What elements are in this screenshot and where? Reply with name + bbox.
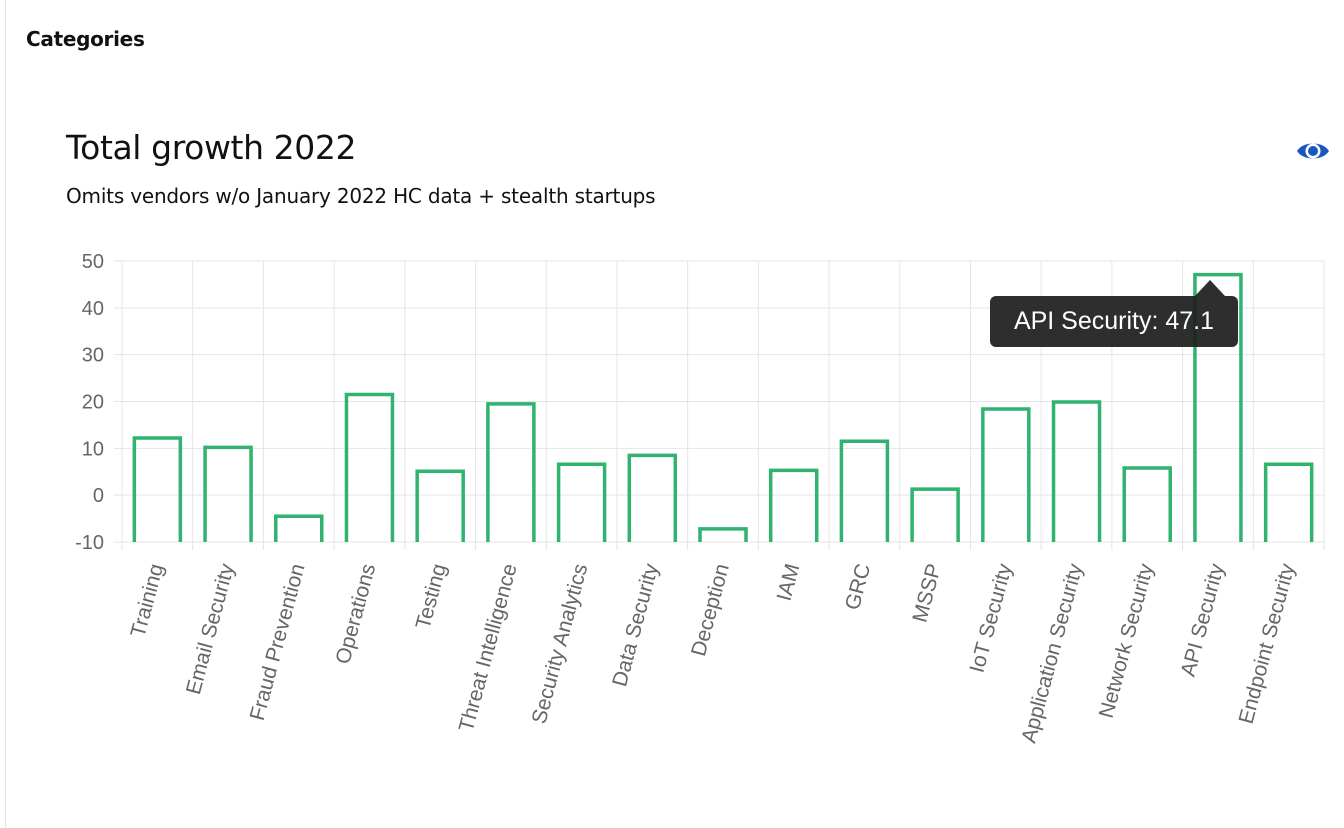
chart-title: Total growth 2022 bbox=[66, 128, 357, 167]
section-title: Categories bbox=[26, 27, 145, 51]
x-tick-label: Threat Intelligence bbox=[455, 561, 522, 734]
x-tick-label: Fraud Prevention bbox=[246, 561, 310, 723]
x-tick-label: Network Security bbox=[1095, 561, 1158, 721]
bar bbox=[203, 445, 253, 542]
y-tick-label: 10 bbox=[82, 438, 104, 460]
bar bbox=[768, 468, 819, 542]
x-tick-label: IAM bbox=[773, 561, 805, 603]
eye-icon[interactable] bbox=[1296, 137, 1330, 165]
bar bbox=[1193, 272, 1243, 542]
y-tick-label: 30 bbox=[82, 345, 104, 367]
x-tick-label: Training bbox=[127, 561, 169, 639]
bar bbox=[910, 487, 960, 542]
chart-tooltip: API Security: 47.1 bbox=[990, 296, 1238, 347]
x-tick-label: API Security bbox=[1177, 561, 1229, 679]
bar bbox=[981, 407, 1031, 542]
bar bbox=[1051, 400, 1102, 542]
y-tick-label: 0 bbox=[93, 485, 104, 507]
panel-left-border bbox=[5, 0, 6, 828]
bar bbox=[627, 453, 678, 542]
y-tick-label: 40 bbox=[82, 298, 104, 320]
x-tick-label: Email Security bbox=[182, 561, 239, 697]
x-tick-label: Operations bbox=[331, 561, 380, 666]
chart-subtitle: Omits vendors w/o January 2022 HC data +… bbox=[66, 184, 656, 208]
x-tick-label: Application Security bbox=[1017, 561, 1087, 746]
x-tick-label: IoT Security bbox=[966, 561, 1017, 675]
x-tick-label: Deception bbox=[687, 561, 734, 658]
x-tick-label: Security Analytics bbox=[528, 561, 593, 726]
bar bbox=[132, 436, 183, 542]
x-tick-label: GRC bbox=[841, 561, 875, 612]
y-tick-label: 20 bbox=[82, 392, 104, 414]
bar bbox=[486, 402, 536, 542]
tooltip-caret bbox=[1195, 280, 1225, 296]
bar bbox=[839, 439, 890, 542]
bar bbox=[1122, 466, 1172, 542]
x-tick-label: Data Security bbox=[608, 561, 663, 689]
bar bbox=[698, 527, 748, 542]
bar bbox=[1263, 462, 1314, 542]
y-tick-label: 50 bbox=[82, 251, 104, 273]
x-tick-label: Testing bbox=[412, 561, 451, 631]
bar bbox=[274, 514, 324, 542]
bar bbox=[415, 469, 465, 542]
bar bbox=[556, 462, 607, 542]
bar bbox=[344, 392, 395, 542]
x-tick-label: MSSP bbox=[908, 561, 946, 624]
y-tick-label: -10 bbox=[75, 532, 104, 554]
x-tick-label: Endpoint Security bbox=[1235, 561, 1300, 726]
